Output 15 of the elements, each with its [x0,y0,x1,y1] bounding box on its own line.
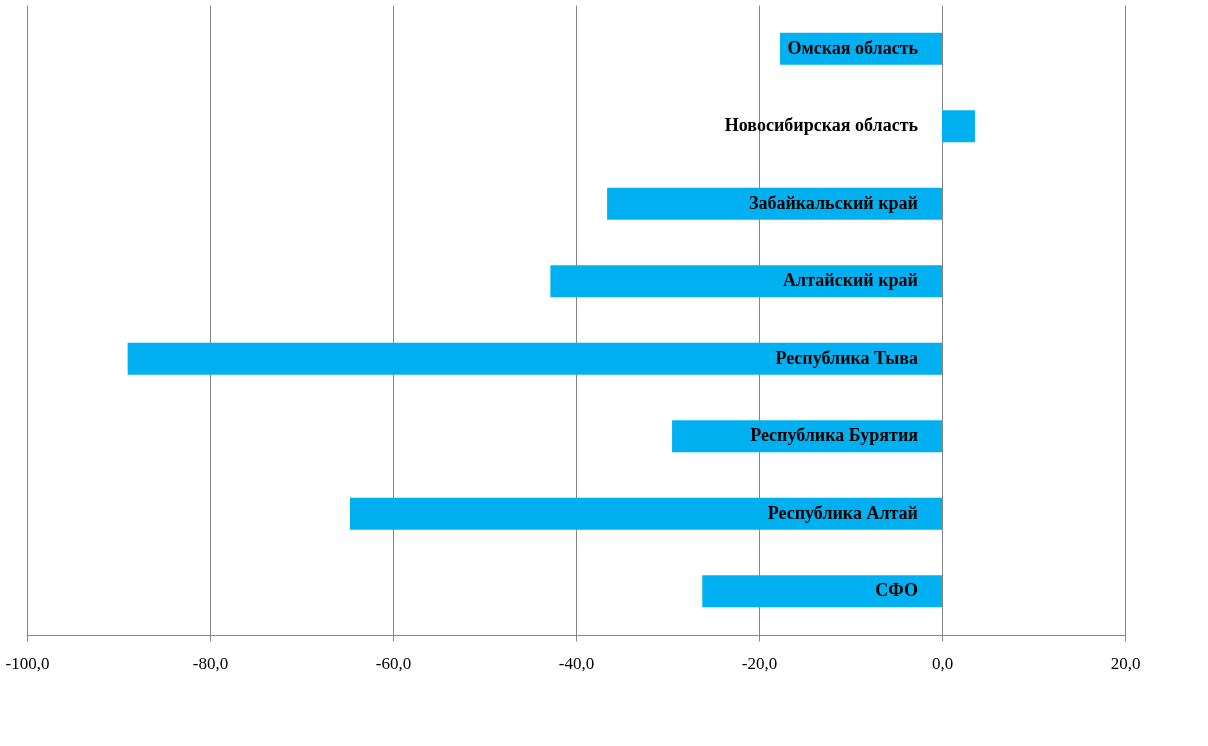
x-tick-label: -100,0 [5,653,50,673]
x-tick-label: -60,0 [375,653,412,673]
y-tick-label: Омская область [787,37,919,58]
y-tick-label: Новосибирская область [724,115,919,136]
y-tick-label: Алтайский край [783,270,918,291]
y-tick-label: СФО [875,580,918,601]
x-tick-label: -40,0 [558,653,595,673]
x-tick-label: -20,0 [741,653,778,673]
y-tick-label: Забайкальский край [748,192,918,213]
x-tick-label: -80,0 [192,653,229,673]
x-tick-label: 20,0 [1110,653,1141,673]
x-tick-label: 0,0 [931,653,954,673]
y-tick-label: Республика Тыва [775,347,918,368]
y-tick-label: Республика Алтай [767,502,918,523]
y-tick-label: Республика Бурятия [750,425,919,446]
